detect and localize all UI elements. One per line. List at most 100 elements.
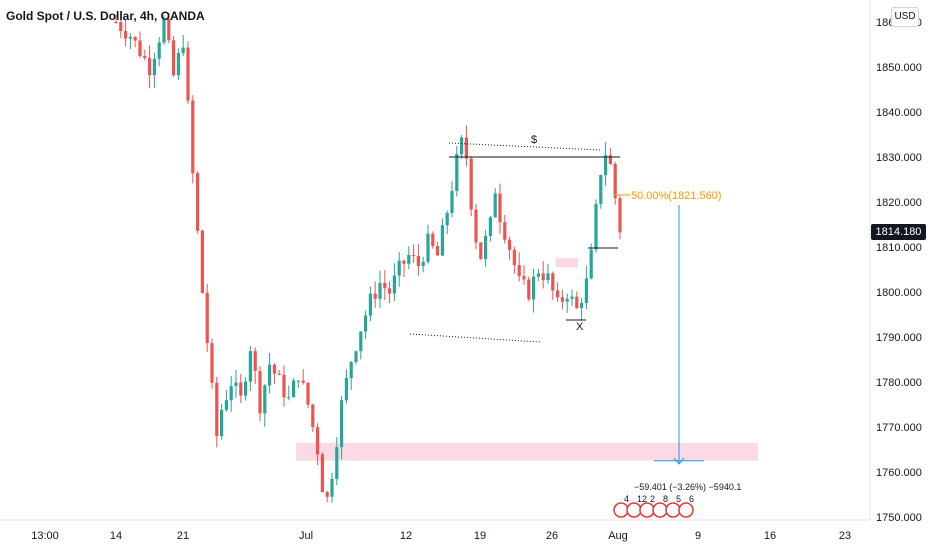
candle-body <box>316 427 320 455</box>
candle-body <box>407 255 411 264</box>
candle-body <box>479 242 483 260</box>
candle-body <box>258 370 262 414</box>
candle-body <box>248 351 252 382</box>
event-count-label: 6 <box>689 494 694 504</box>
candle-body <box>234 382 238 387</box>
time-tick-label: 9 <box>695 530 701 542</box>
candle-body <box>272 364 276 374</box>
time-tick-label: Aug <box>608 530 628 542</box>
event-count-label: 8 <box>663 494 668 504</box>
candle-body <box>296 380 300 382</box>
candle-body <box>383 283 387 289</box>
candle-body <box>191 100 195 174</box>
price-axis[interactable]: 1750.000 1760.000 1770.000 1780.000 1790.000… <box>876 17 922 524</box>
drawings-layer: $ X 50.00%(1821.560) −59.401 (−3.26%) −5940… <box>409 134 741 492</box>
candle-body <box>551 273 555 291</box>
candle-body <box>148 58 152 76</box>
time-axis[interactable]: 13:00 14 21 Jul 12 19 26 Aug 9 16 23 <box>31 530 851 542</box>
time-tick-label: 23 <box>839 530 851 542</box>
candle-body <box>460 137 464 155</box>
candle-body <box>484 235 488 260</box>
candle-body <box>450 191 454 213</box>
candle-body <box>124 31 128 39</box>
candle-body <box>335 447 339 480</box>
candle-body <box>268 364 272 386</box>
candle-body <box>589 249 593 279</box>
demand-zone <box>296 442 758 461</box>
symbol-title[interactable]: Gold Spot / U.S. Dollar, 4h, OANDA <box>6 9 205 23</box>
candle-body <box>176 53 180 76</box>
time-tick-label: Jul <box>299 530 313 542</box>
candle-body <box>119 22 123 32</box>
candle-body <box>186 47 190 101</box>
candle-body <box>508 239 512 250</box>
event-flag-icon[interactable] <box>652 502 668 518</box>
candle-body <box>594 204 598 250</box>
candle-body <box>498 193 502 223</box>
candle-body <box>455 154 459 192</box>
price-tick-label: 1780.000 <box>876 377 922 389</box>
candle-body <box>575 296 579 309</box>
candle-body <box>364 315 368 332</box>
candle-body <box>556 290 560 298</box>
candle-body <box>541 273 545 281</box>
event-flag-icon[interactable] <box>626 502 642 518</box>
event-flag-icon[interactable] <box>613 502 629 518</box>
candle-body <box>416 255 420 267</box>
candle-body <box>354 351 358 363</box>
event-count-label: 12 <box>637 494 647 504</box>
event-flag-icon[interactable] <box>639 502 655 518</box>
candle-body <box>244 381 248 396</box>
candle-body <box>263 385 267 414</box>
candle-body <box>292 380 296 398</box>
candle-body <box>580 302 584 309</box>
candle-body <box>604 155 608 176</box>
time-tick-label: 19 <box>474 530 486 542</box>
candle-body <box>560 297 564 302</box>
candle-body <box>431 233 435 247</box>
candle-body <box>220 409 224 437</box>
candle-body <box>157 42 161 59</box>
time-tick-label: 16 <box>764 530 776 542</box>
time-tick-label: 21 <box>177 530 189 542</box>
candle-body <box>546 273 550 281</box>
candle-body <box>152 58 156 76</box>
supply-zone <box>556 258 578 268</box>
event-count-label: 5 <box>676 494 681 504</box>
candle-body <box>162 18 166 43</box>
candle-body <box>503 222 507 240</box>
candle-body <box>359 331 363 352</box>
candle-body <box>613 163 617 199</box>
candle-body <box>210 343 214 383</box>
time-tick-label: 26 <box>546 530 558 542</box>
economic-events[interactable]: 4 12 2 8 5 6 <box>613 494 694 518</box>
price-tick-label: 1800.000 <box>876 287 922 299</box>
candle-body <box>215 382 219 437</box>
candle-body <box>618 198 622 233</box>
candle-body <box>181 47 185 54</box>
candle-body <box>143 56 147 59</box>
event-flag-icon[interactable] <box>665 502 681 518</box>
candle-body <box>196 173 200 231</box>
event-count-label: 2 <box>650 494 655 504</box>
price-tick-label: 1820.000 <box>876 197 922 209</box>
candle-body <box>469 158 473 210</box>
price-tick-label: 1850.000 <box>876 62 922 74</box>
pattern-bottom-label: X <box>576 321 584 333</box>
candle-body <box>488 217 492 236</box>
zones-layer <box>296 258 758 461</box>
candle-body <box>474 209 478 243</box>
currency-button[interactable]: USD <box>891 7 919 27</box>
event-count-label: 4 <box>624 494 629 504</box>
candle-body <box>464 137 468 159</box>
price-tick-label: 1830.000 <box>876 152 922 164</box>
candle-body <box>138 40 142 57</box>
candle-body <box>277 373 281 375</box>
event-flag-icon[interactable] <box>678 502 694 518</box>
price-tick-label: 1770.000 <box>876 422 922 434</box>
candle-body <box>512 249 516 266</box>
candle-body <box>570 296 574 299</box>
